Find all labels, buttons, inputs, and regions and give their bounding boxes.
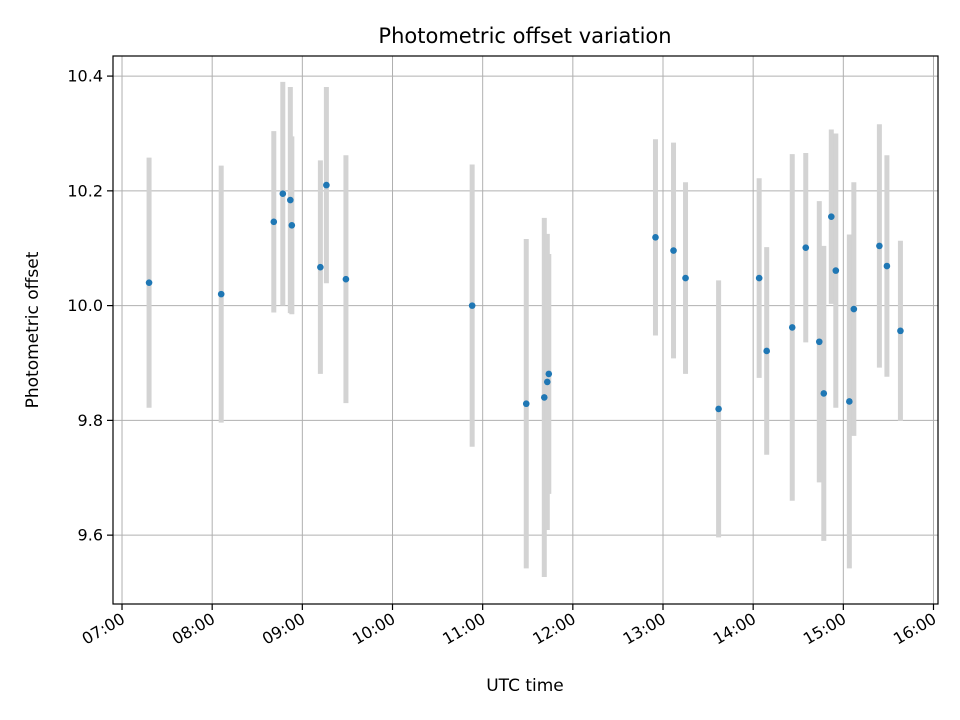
data-point	[543, 378, 551, 386]
y-tick-label: 9.6	[78, 526, 103, 545]
data-point	[522, 400, 530, 408]
data-point	[802, 244, 810, 251]
data-point	[545, 370, 553, 378]
data-point	[788, 324, 796, 331]
y-tick-label: 10.2	[67, 181, 103, 200]
data-point	[832, 267, 840, 274]
data-point	[288, 221, 296, 229]
data-point	[897, 327, 904, 335]
data-point	[145, 279, 153, 286]
data-point	[468, 302, 476, 309]
data-point	[815, 338, 823, 346]
data-point	[279, 190, 287, 198]
data-point	[883, 262, 891, 270]
data-point	[270, 218, 278, 226]
y-tick-label: 9.8	[78, 411, 103, 430]
data-point	[670, 247, 677, 254]
plot-frame	[112, 55, 939, 605]
y-tick-label: 10.0	[67, 296, 103, 315]
data-point	[323, 181, 330, 189]
data-point	[876, 242, 883, 250]
data-point	[342, 275, 350, 283]
data-point	[763, 347, 770, 355]
data-point	[217, 290, 225, 298]
data-point	[820, 390, 828, 397]
y-axis-label: Photometric offset	[23, 251, 43, 408]
point-layer	[145, 181, 904, 413]
data-point	[317, 263, 324, 271]
data-point	[850, 305, 858, 313]
data-point	[828, 213, 835, 220]
chart-title: Photometric offset variation	[378, 24, 671, 48]
data-point	[287, 196, 294, 204]
y-tick-label: 10.4	[67, 67, 103, 86]
data-point	[540, 394, 548, 401]
data-point	[682, 274, 689, 282]
data-point	[715, 405, 722, 413]
data-point	[846, 398, 853, 405]
data-point	[755, 274, 763, 282]
data-point	[652, 234, 659, 241]
x-axis-label: UTC time	[486, 676, 564, 696]
